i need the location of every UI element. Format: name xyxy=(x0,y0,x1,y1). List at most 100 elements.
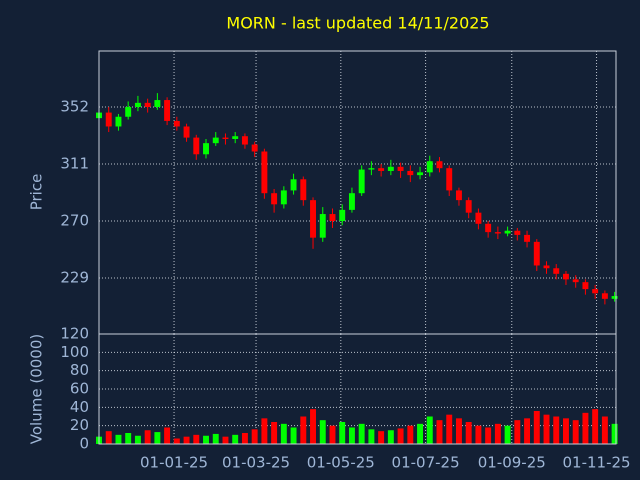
plot-frame xyxy=(98,50,617,335)
volume-bar xyxy=(475,425,482,444)
volume-bar xyxy=(134,435,141,444)
volume-bar xyxy=(524,418,531,444)
volume-bar xyxy=(582,412,589,444)
volume-bar xyxy=(504,425,511,444)
candle-body xyxy=(426,161,433,173)
volume-bar xyxy=(125,433,132,444)
volume-bar xyxy=(241,433,248,444)
volume-bar xyxy=(485,427,492,444)
candle-body xyxy=(154,100,161,108)
candle-body xyxy=(105,112,112,127)
candle-body xyxy=(397,166,404,171)
candle-body xyxy=(485,223,492,233)
volume-bar xyxy=(203,435,209,444)
y-tick-label: 120 xyxy=(60,325,89,343)
candle-body xyxy=(524,234,531,242)
y-tick-label: 270 xyxy=(60,211,89,229)
volume-bar xyxy=(426,416,433,444)
y-tick-label: 20 xyxy=(70,416,89,434)
candle-body xyxy=(358,169,365,194)
volume-bar xyxy=(310,409,316,444)
x-tick-label: 01-11-25 xyxy=(562,454,630,472)
candle-body xyxy=(164,100,171,121)
volume-bar xyxy=(514,420,521,444)
candle-body xyxy=(562,273,569,280)
candle-body xyxy=(212,137,219,144)
volume-bar xyxy=(115,434,122,444)
candle-body xyxy=(475,212,482,224)
volume-bar xyxy=(455,418,462,444)
volume-bar xyxy=(436,420,443,444)
candle-body xyxy=(494,232,501,234)
candle-body xyxy=(310,200,316,238)
y-tick-label: 0 xyxy=(79,435,89,453)
volume-bar xyxy=(154,432,161,444)
volume-bar xyxy=(407,425,414,444)
candle-body xyxy=(543,265,550,269)
volume-bar xyxy=(601,416,608,444)
volume-bar xyxy=(611,423,618,444)
volume-bar xyxy=(417,423,424,444)
y-tick-label: 40 xyxy=(70,398,89,416)
candle-body xyxy=(134,102,141,108)
candle-body xyxy=(348,193,355,210)
candle-body xyxy=(601,293,608,299)
volume-bar xyxy=(105,431,112,444)
y-tick-label: 80 xyxy=(70,361,89,379)
candle-body xyxy=(339,209,346,221)
volume-bar xyxy=(348,427,355,444)
volume-bar xyxy=(358,423,365,444)
x-tick-label: 01-03-25 xyxy=(222,454,290,472)
volume-bar xyxy=(319,420,326,444)
volume-bar xyxy=(251,429,258,444)
volume-bar xyxy=(329,425,336,444)
x-tick-label: 01-09-25 xyxy=(478,454,546,472)
candle-body xyxy=(572,279,579,283)
candle-body xyxy=(261,151,268,194)
y-axis-label: Volume (0000) xyxy=(28,334,46,444)
x-tick-label: 01-01-25 xyxy=(140,454,208,472)
candle-body xyxy=(407,170,414,176)
volume-bar xyxy=(494,423,501,444)
volume-bar xyxy=(222,436,229,444)
candle-body xyxy=(504,230,511,234)
candle-body xyxy=(144,102,151,108)
volume-bar xyxy=(144,430,151,444)
volume-bar xyxy=(562,418,569,444)
volume-bar xyxy=(572,420,579,444)
candle-body xyxy=(280,190,287,205)
candle-body xyxy=(290,179,297,191)
volume-bar xyxy=(212,433,219,444)
y-tick-label: 229 xyxy=(60,268,89,286)
candle-body xyxy=(436,161,443,169)
volume-bar xyxy=(300,416,307,444)
candle-body xyxy=(368,168,375,170)
volume-bar xyxy=(465,422,472,444)
y-tick-label: 352 xyxy=(60,98,89,116)
y-axis-label: Price xyxy=(28,174,46,211)
chart-title: MORN - last updated 14/11/2025 xyxy=(226,14,489,33)
candle-body xyxy=(582,282,589,290)
y-tick-label: 311 xyxy=(60,155,89,173)
volume-bar xyxy=(553,416,560,444)
candle-body xyxy=(241,136,248,145)
candle-body xyxy=(378,168,385,171)
volume-bar xyxy=(339,422,346,444)
candle-body xyxy=(533,241,540,266)
candle-body xyxy=(514,230,521,235)
candle-body xyxy=(455,190,462,201)
candle-body xyxy=(115,116,122,127)
candle-body xyxy=(232,136,239,139)
volume-bar xyxy=(592,409,599,444)
volume-bar xyxy=(290,427,297,444)
volume-bar xyxy=(173,438,180,444)
candle-body xyxy=(271,193,278,205)
candle-body xyxy=(183,126,190,138)
plot-frame xyxy=(98,333,617,445)
volume-bar xyxy=(193,434,200,444)
volume-bar xyxy=(533,411,540,444)
x-tick-label: 01-05-25 xyxy=(307,454,375,472)
volume-bar xyxy=(378,431,385,444)
x-tick-label: 01-07-25 xyxy=(392,454,460,472)
candle-body xyxy=(125,107,132,117)
